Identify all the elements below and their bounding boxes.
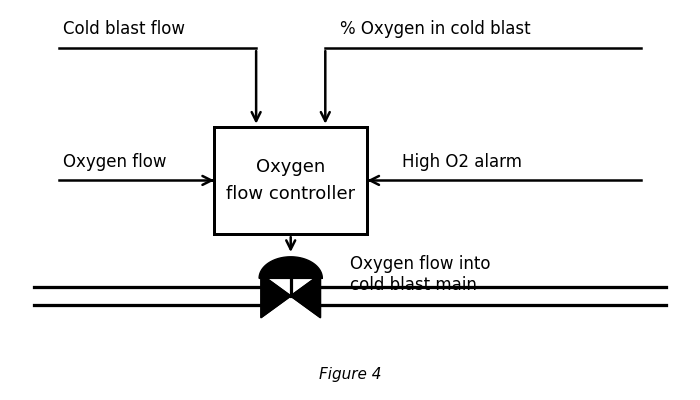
Text: High O2 alarm: High O2 alarm xyxy=(402,153,522,171)
Text: Figure 4: Figure 4 xyxy=(318,367,382,382)
Polygon shape xyxy=(261,274,290,318)
Polygon shape xyxy=(290,274,321,318)
Text: Oxygen flow into
cold blast main: Oxygen flow into cold blast main xyxy=(350,255,491,294)
FancyBboxPatch shape xyxy=(214,126,368,234)
Text: Cold blast flow: Cold blast flow xyxy=(64,20,186,38)
Text: Oxygen flow: Oxygen flow xyxy=(64,153,167,171)
Text: % Oxygen in cold blast: % Oxygen in cold blast xyxy=(340,20,531,38)
Text: flow controller: flow controller xyxy=(226,185,356,203)
Polygon shape xyxy=(259,257,322,278)
Text: Oxygen: Oxygen xyxy=(256,158,326,176)
